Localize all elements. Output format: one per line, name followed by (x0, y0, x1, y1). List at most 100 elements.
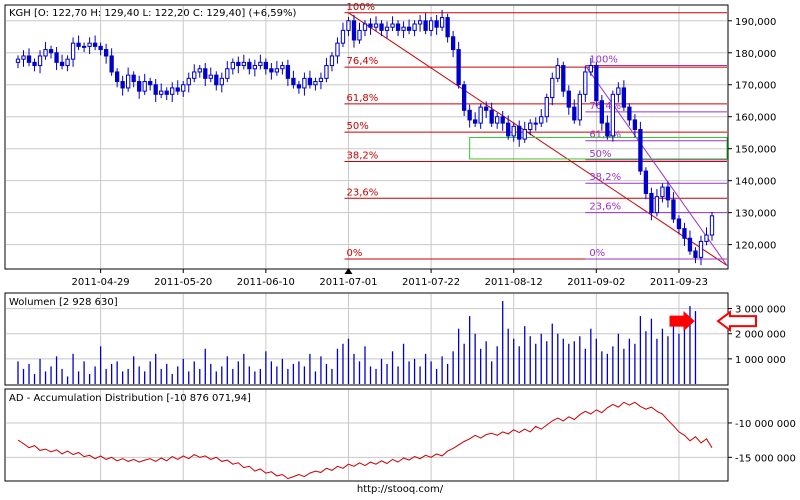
fib-second-label: 100% (589, 55, 618, 66)
price-y-tick-label: 160,000 (735, 113, 776, 124)
candle-up (555, 65, 560, 79)
fib-second-label: 38,2% (589, 172, 621, 183)
fib-main-label: 61,8% (346, 93, 378, 104)
candle-up (390, 23, 395, 28)
candle-down (379, 23, 384, 31)
candle-down (203, 68, 208, 79)
candle-up (219, 77, 224, 86)
candle-down (92, 42, 98, 47)
price-title: KGH [O: 122,70 H: 129,40 L: 122,20 C: 12… (9, 8, 296, 19)
price-y-tick-label: 170,000 (735, 81, 776, 92)
fib-main-label: 76,4% (346, 56, 378, 67)
candle-down (572, 106, 577, 121)
candle-up (208, 74, 213, 79)
candle-up (65, 58, 70, 67)
candle-down (467, 109, 472, 121)
candle-down (247, 61, 252, 70)
candle-down (291, 77, 296, 86)
price-y-tick-label: 180,000 (735, 49, 776, 60)
fib-main-label: 50% (346, 121, 368, 132)
candle-up (583, 71, 588, 95)
candle-down (137, 81, 142, 92)
candle-down (517, 125, 522, 140)
candle-up (21, 55, 26, 60)
candle-up (654, 196, 660, 214)
ad-series-line (17, 401, 713, 480)
candle-down (632, 119, 638, 131)
candle-down (148, 81, 153, 86)
candle-up (313, 81, 318, 86)
candle-down (175, 87, 180, 92)
candle-down (54, 52, 59, 63)
candle-up (252, 65, 257, 70)
price-y-tick-label: 120,000 (735, 241, 776, 252)
candle-down (59, 61, 65, 67)
candle-up (159, 90, 164, 95)
price-x-tick-label: 2011-09-02 (567, 277, 625, 288)
candle-down (676, 218, 682, 230)
candle-up (192, 71, 197, 79)
price-y-tick-label: 150,000 (735, 145, 776, 156)
candle-up (439, 17, 445, 28)
candle-down (48, 49, 54, 54)
price-y-axis: 120,000 130,000 140,000 150,000 160,000 170,0… (728, 17, 776, 252)
ad-grid (6, 390, 727, 480)
candle-down (643, 170, 649, 194)
price-x-tick-label: 2011-04-29 (72, 277, 130, 288)
candle-up (15, 58, 21, 63)
footer-source[interactable]: http://stooq.com/ (356, 484, 444, 495)
candle-down (285, 65, 291, 79)
candle-up (225, 68, 230, 79)
candle-down (368, 23, 373, 28)
candle-up (511, 125, 516, 137)
candle-up (709, 215, 715, 236)
ad-y-tick-label: -10 000 000 (735, 419, 796, 430)
candle-up (660, 186, 665, 198)
fib-main-label: 38,2% (346, 150, 378, 161)
candle-down (682, 228, 687, 239)
candle-up (610, 93, 616, 137)
candle-up (324, 65, 329, 79)
price-y-tick-label: 190,000 (735, 17, 776, 28)
arrow-left-marker (716, 310, 757, 333)
candle-up (550, 77, 555, 99)
candle-up (539, 116, 544, 124)
ad-y-tick-label: -15 000 000 (735, 453, 796, 464)
candle-up (126, 74, 131, 89)
candle-up (70, 42, 76, 60)
candle-up (428, 20, 434, 31)
candle-down (76, 42, 81, 47)
candle-down (351, 20, 357, 41)
volume-bars (17, 301, 697, 384)
candle-down (26, 55, 32, 63)
candle-up (329, 55, 335, 67)
candle-up (181, 84, 186, 92)
candle-up (302, 77, 307, 89)
candle-down (307, 77, 313, 86)
candle-down (500, 116, 505, 124)
candle-down (594, 65, 599, 102)
candle-down (473, 119, 478, 124)
candle-down (269, 68, 274, 73)
fibonacci-main: 100% 76,4% 61,8% 50% 38,2% 23,6% 0% (344, 2, 728, 266)
candle-down (450, 36, 456, 51)
support-zone-box (469, 137, 728, 160)
volume-y-tick-label: 1 000 000 (735, 355, 786, 366)
fib-main-label: 0% (346, 248, 362, 259)
candle-down (445, 17, 450, 38)
candle-up (170, 87, 175, 95)
candle-up (81, 45, 87, 48)
candle-up (258, 61, 263, 67)
candle-up (544, 97, 549, 118)
candle-down (665, 186, 671, 201)
candle-down (599, 100, 604, 124)
candle-down (164, 90, 169, 95)
candle-down (456, 49, 461, 86)
fib-main-trendline (348, 12, 728, 266)
candle-down (214, 74, 219, 86)
candle-down (489, 109, 494, 124)
candle-down (506, 122, 511, 137)
candle-down (638, 129, 643, 172)
candle-up (346, 20, 351, 31)
price-x-tick-label: 2011-06-10 (237, 277, 295, 288)
